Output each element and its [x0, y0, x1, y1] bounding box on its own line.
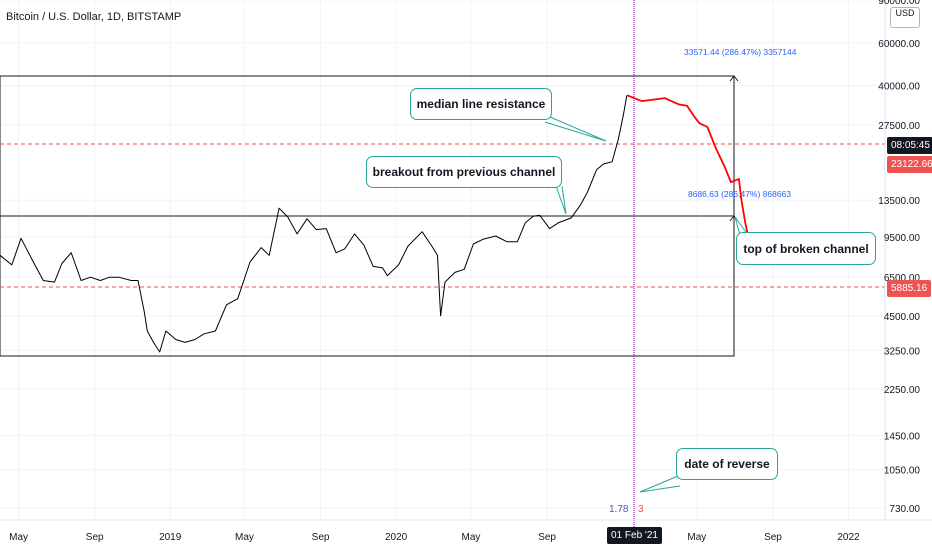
chart-grid — [0, 0, 885, 520]
time-tick-label: Sep — [538, 532, 556, 543]
crosshair-date-badge: 01 Feb '21 — [607, 527, 662, 544]
price-series — [0, 94, 753, 353]
callout-pointer-channel — [734, 216, 749, 236]
symbol-title: Bitcoin / U.S. Dollar, 1D, BITSTAMP — [6, 11, 182, 23]
price-tick-label: 2250.00 — [884, 385, 921, 396]
price-axis[interactable]: 90000.00 60000.00 40000.00 27500.00 13500.00… — [878, 0, 920, 515]
time-axis[interactable]: May Sep 2019 May Sep 2020 May Sep May Sep 2022 — [9, 532, 860, 543]
price-tick-label: 730.00 — [889, 504, 920, 515]
support-price-badge: 5885.16 — [887, 280, 932, 297]
price-tick-label: 6500.00 — [884, 273, 921, 284]
callout-pointer-reverse — [639, 475, 681, 493]
time-tick-label: May — [687, 532, 706, 543]
callout-pointer-breakout — [555, 185, 567, 215]
arrow-up-head — [729, 75, 739, 82]
callout-pointer-median — [544, 116, 607, 142]
price-tick-label: 40000.00 — [878, 82, 920, 93]
price-tick-label: 9500.00 — [884, 233, 921, 244]
price-tick-label: 3250.00 — [884, 346, 921, 357]
callout-date-of-reverse: date of reverse — [676, 448, 778, 480]
price-tick-label: 13500.00 — [878, 196, 920, 207]
time-tick-label: 2019 — [159, 532, 182, 543]
time-tick-label: May — [462, 532, 481, 543]
price-tick-label: 90000.00 — [878, 0, 920, 7]
series-line-projection — [626, 94, 753, 250]
current-price-badge: 23122.66 — [887, 156, 932, 173]
price-tick-label: 4500.00 — [884, 312, 921, 323]
time-tick-label: Sep — [312, 532, 330, 543]
price-tick-label: 60000.00 — [878, 39, 920, 50]
time-tick-label: Sep — [764, 532, 782, 543]
callout-top-of-broken-channel: top of broken channel — [736, 232, 876, 265]
measure-label-upper: 33571.44 (286.47%) 3357144 — [684, 47, 797, 57]
measure-label-lower: 8686.63 (286.47%) 868663 — [688, 189, 792, 199]
price-tick-label: 1450.00 — [884, 431, 921, 442]
time-tick-label: May — [9, 532, 28, 543]
time-tick-label: 2020 — [385, 532, 408, 543]
callout-median-line-resistance: median line resistance — [410, 88, 552, 120]
price-tick-label: 1050.00 — [884, 465, 921, 476]
callout-breakout: breakout from previous channel — [366, 156, 562, 188]
cycle-label-left: 1.78 — [609, 504, 629, 515]
countdown-badge: 08:05:45 — [887, 137, 932, 154]
price-tick-label: 27500.00 — [878, 121, 920, 132]
currency-button[interactable]: USD — [890, 7, 920, 28]
time-tick-label: 2022 — [837, 532, 860, 543]
series-line-price — [0, 95, 628, 353]
time-tick-label: Sep — [86, 532, 104, 543]
cycle-label-right: 3 — [638, 504, 644, 515]
time-tick-label: May — [235, 532, 254, 543]
